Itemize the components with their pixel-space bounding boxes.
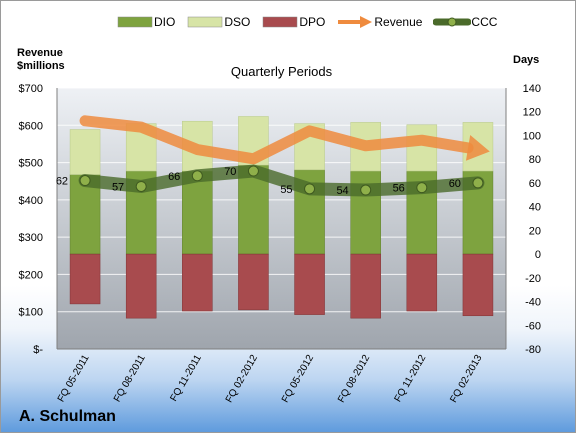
category-label: FQ 05-2012 [280, 353, 316, 405]
legend-label: DPO [299, 15, 326, 29]
right-tick-label: -20 [525, 273, 541, 285]
right-tick-label: 40 [529, 202, 541, 214]
bar-dio [182, 170, 213, 255]
legend: DIO DSO DPO Revenue CCC [116, 12, 508, 32]
category-label: FQ 11-2012 [393, 353, 429, 404]
left-tick-label: $400 [19, 195, 43, 207]
legend-item: DIO [116, 15, 175, 29]
category-label: FQ 05-2011 [56, 353, 92, 404]
category-label: FQ 08-2012 [336, 353, 372, 405]
legend-label: Revenue [374, 15, 423, 29]
bar-dso [406, 124, 438, 172]
left-axis-label: Revenue $millions [17, 47, 65, 72]
right-tick-label: 60 [529, 178, 541, 190]
left-tick-label: $300 [19, 232, 43, 244]
revenue-line [79, 115, 474, 165]
ccc-point [191, 170, 203, 182]
legend-box-icon [117, 16, 153, 28]
left-tick-label: $- [33, 344, 43, 356]
bar-dpo [406, 253, 438, 312]
legend-item: CCC [433, 15, 497, 29]
bar-dpo [125, 253, 157, 319]
ccc-point [472, 177, 484, 189]
ccc-data-label: 62 [56, 176, 68, 188]
bar-dpo [462, 253, 494, 317]
category-label: FQ 02-2012 [224, 353, 260, 405]
legend-item: DPO [261, 15, 325, 29]
ccc-point [135, 180, 147, 192]
category-label: FQ 08-2011 [112, 353, 148, 404]
ccc-data-label: 57 [112, 181, 124, 193]
legend-swatch [117, 16, 153, 28]
company-name: A. Schulman [19, 408, 116, 425]
bar-dpo [350, 253, 381, 319]
ccc-data-label: 54 [336, 185, 348, 197]
chart-title: Quarterly Periods [231, 64, 333, 79]
right-tick-label: 80 [529, 154, 541, 166]
left-tick-label: $700 [19, 83, 43, 95]
legend-box-icon [263, 16, 298, 28]
ccc-data-label: 56 [393, 183, 405, 195]
revenue-arrowhead [465, 135, 490, 161]
right-tick-label: 100 [523, 130, 541, 142]
ccc-data-label: 66 [168, 171, 180, 183]
ccc-point [247, 165, 259, 177]
right-tick-label: 140 [523, 83, 541, 95]
legend-label: DIO [154, 15, 176, 29]
legend-item: Revenue [336, 15, 422, 29]
right-tick-label: 120 [523, 107, 541, 119]
left-tick-label: $100 [19, 307, 43, 319]
bar-dpo [182, 253, 213, 312]
legend-item: DSO [186, 15, 250, 29]
bar-dpo [238, 253, 269, 311]
ccc-point [360, 184, 372, 196]
legend-swatch [433, 17, 472, 27]
bar-dpo [294, 253, 325, 315]
category-label: FQ 02-2013 [448, 353, 484, 405]
category-label: FQ 11-2011 [168, 353, 204, 404]
right-axis-label: Days [513, 54, 540, 66]
ccc-point [304, 183, 316, 195]
ccc-line [78, 164, 485, 197]
right-tick-label: -40 [525, 297, 541, 309]
legend-label: CCC [471, 15, 498, 29]
legend-label: DSO [224, 15, 251, 29]
ccc-data-label: 60 [449, 178, 461, 190]
ccc-data-label: 70 [224, 166, 236, 178]
legend-box-icon [188, 16, 223, 28]
legend-marker-icon [447, 17, 457, 27]
left-tick-label: $200 [19, 269, 43, 281]
ccc-point [416, 182, 428, 194]
right-tick-label: -80 [525, 344, 541, 356]
right-tick-label: 20 [529, 225, 541, 237]
ccc-point [79, 175, 91, 187]
right-tick-label: -60 [525, 320, 541, 332]
left-tick-label: $600 [19, 120, 43, 132]
ccc-data-label: 55 [280, 184, 292, 196]
legend-swatch [188, 16, 223, 28]
bar-dso [69, 129, 101, 175]
left-tick-label: $500 [19, 158, 43, 170]
legend-swatch [338, 16, 373, 28]
bar-dpo [69, 253, 101, 305]
right-tick-label: 0 [535, 249, 541, 261]
legend-swatch [263, 16, 298, 28]
legend-arrow-icon [338, 16, 373, 28]
